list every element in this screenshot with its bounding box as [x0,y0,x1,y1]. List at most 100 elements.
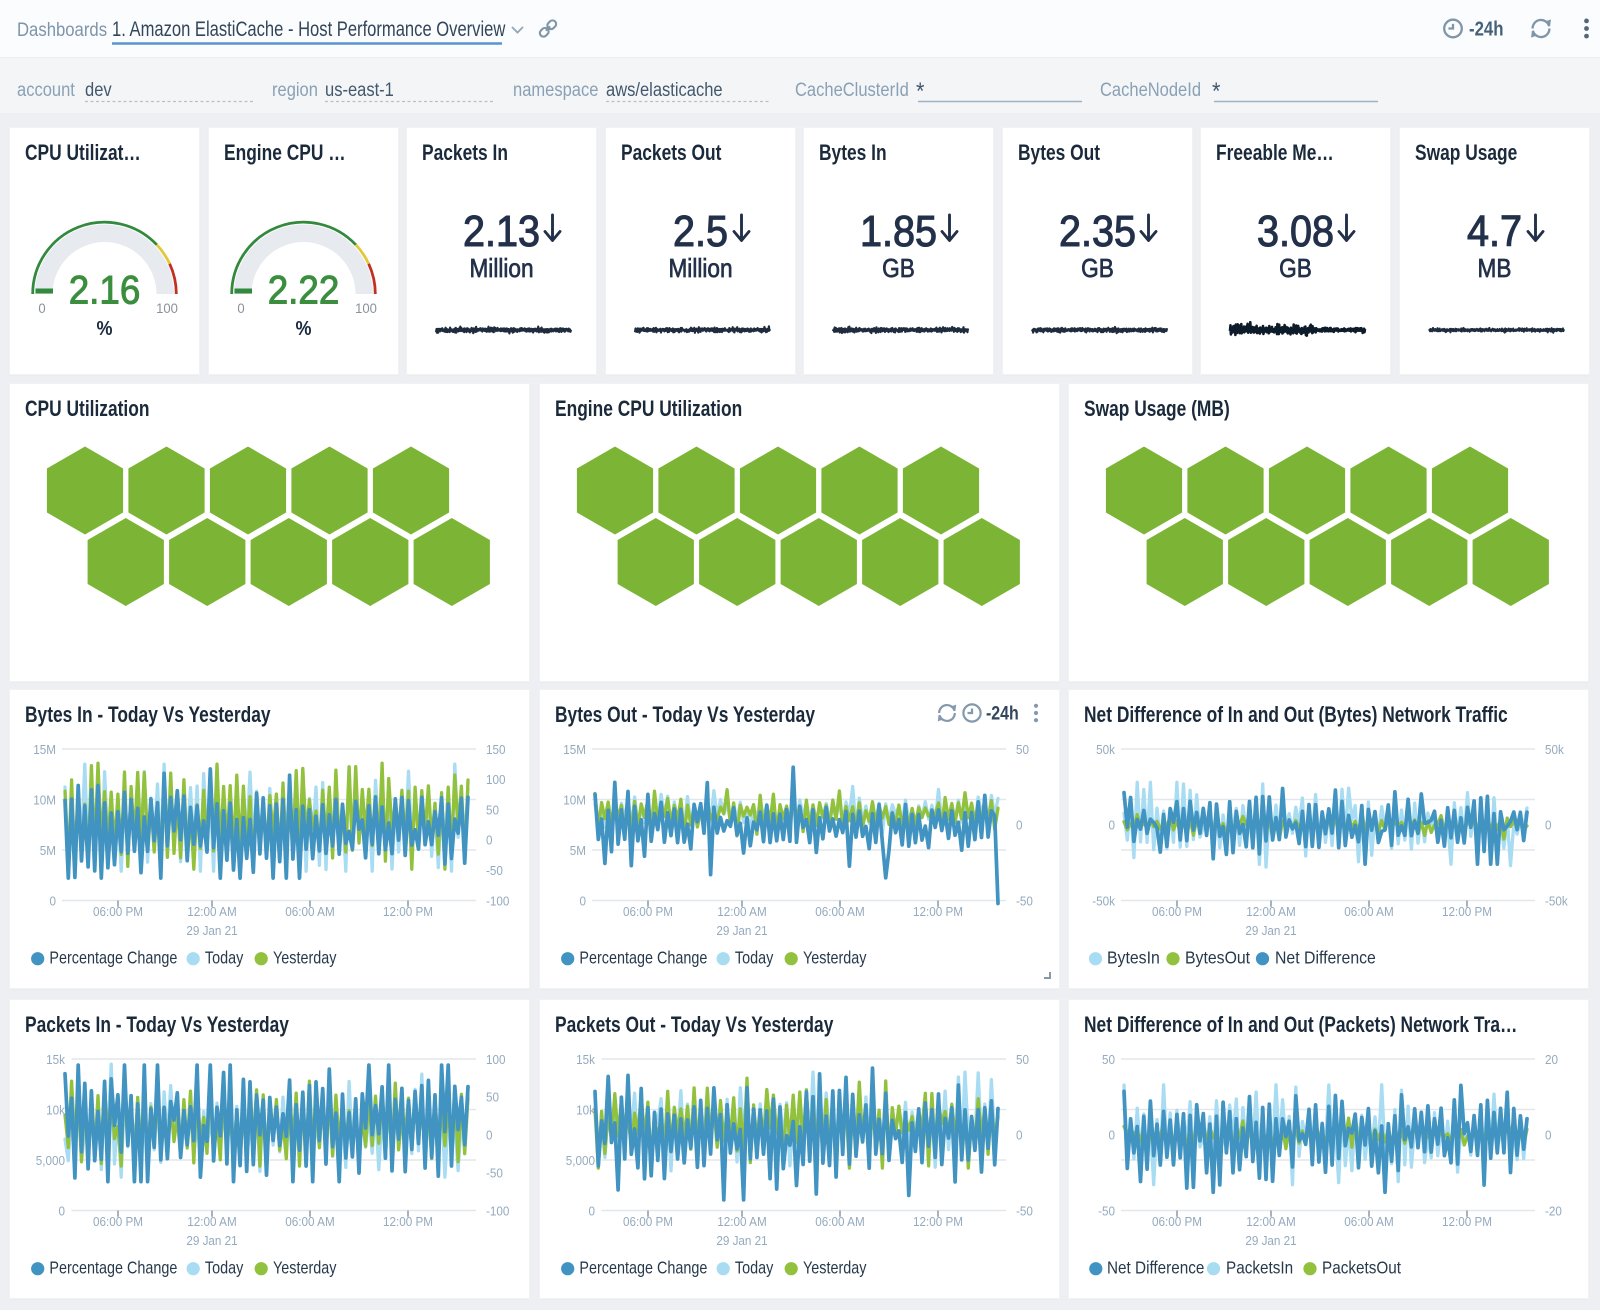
svg-text:-24h: -24h [986,702,1019,724]
svg-text:0: 0 [1108,1128,1115,1143]
svg-text:namespace: namespace [513,79,599,100]
svg-text:Engine CPU …: Engine CPU … [224,141,346,165]
svg-text:12:00 PM: 12:00 PM [913,1214,963,1229]
svg-text:50: 50 [1016,742,1029,757]
svg-text:0: 0 [237,301,244,316]
svg-text:06:00 AM: 06:00 AM [285,1214,334,1229]
svg-text:06:00 AM: 06:00 AM [1344,1214,1393,1229]
svg-text:12:00 AM: 12:00 AM [1246,1214,1295,1229]
svg-text:Today: Today [205,1258,244,1278]
svg-text:GB: GB [882,255,915,284]
svg-text:Yesterday: Yesterday [273,1258,337,1278]
svg-text:Packets Out: Packets Out [621,141,722,165]
svg-text:12:00 AM: 12:00 AM [717,904,766,919]
svg-text:Swap Usage (MB): Swap Usage (MB) [1084,397,1230,421]
svg-text:Packets Out - Today Vs Yesterd: Packets Out - Today Vs Yesterday [555,1013,833,1037]
svg-text:0: 0 [1545,1128,1552,1143]
svg-text:-100: -100 [486,894,510,909]
svg-text:06:00 AM: 06:00 AM [815,1214,864,1229]
svg-text:50: 50 [1102,1052,1115,1067]
svg-text:5,000: 5,000 [36,1153,65,1168]
svg-text:06:00 AM: 06:00 AM [285,904,334,919]
svg-text:Today: Today [205,948,244,968]
svg-text:Bytes In: Bytes In [819,141,887,165]
svg-text:Packets In - Today Vs Yesterda: Packets In - Today Vs Yesterday [25,1013,289,1037]
svg-text:100: 100 [156,301,178,316]
svg-text:12:00 PM: 12:00 PM [1442,1214,1492,1229]
svg-text:*: * [1212,77,1221,104]
svg-text:12:00 PM: 12:00 PM [1442,904,1492,919]
svg-text:15k: 15k [46,1052,66,1067]
svg-text:Net Difference of In and Out (: Net Difference of In and Out (Packets) N… [1084,1013,1517,1037]
svg-text:2.5: 2.5 [673,206,728,255]
svg-text:aws/elasticache: aws/elasticache [606,79,723,100]
svg-text:15M: 15M [33,742,56,757]
svg-text:Million: Million [469,255,533,284]
svg-text:CPU Utilizat…: CPU Utilizat… [25,141,141,165]
svg-text:Percentage Change: Percentage Change [49,1258,177,1278]
svg-text:0: 0 [38,301,45,316]
svg-text:12:00 AM: 12:00 AM [717,1214,766,1229]
svg-text:*: * [916,77,925,104]
svg-text:%: % [295,318,311,340]
svg-text:15k: 15k [576,1052,596,1067]
svg-text:-50k: -50k [1545,894,1569,909]
svg-text:MB: MB [1478,255,1512,284]
svg-text:-50: -50 [1016,1204,1033,1219]
svg-text:0: 0 [1545,818,1552,833]
svg-text:2.35: 2.35 [1059,206,1136,255]
svg-text:-50: -50 [486,1166,503,1181]
svg-text:1. Amazon ElastiCache - Host P: 1. Amazon ElastiCache - Host Performance… [112,18,506,41]
svg-text:29 Jan 21: 29 Jan 21 [1245,1233,1296,1248]
svg-text:Percentage Change: Percentage Change [579,948,707,968]
svg-text:Yesterday: Yesterday [803,948,867,968]
svg-text:Yesterday: Yesterday [803,1258,867,1278]
svg-text:Today: Today [735,948,774,968]
svg-text:5,000: 5,000 [566,1153,595,1168]
svg-text:06:00 PM: 06:00 PM [93,904,143,919]
svg-text:06:00 AM: 06:00 AM [815,904,864,919]
svg-text:50: 50 [1016,1052,1029,1067]
svg-text:10k: 10k [46,1103,66,1118]
svg-text:12:00 PM: 12:00 PM [383,1214,433,1229]
svg-text:Freeable Me…: Freeable Me… [1216,141,1334,165]
svg-text:12:00 PM: 12:00 PM [913,904,963,919]
svg-text:100: 100 [486,1052,506,1067]
svg-text:-50k: -50k [1092,894,1116,909]
svg-text:12:00 AM: 12:00 AM [187,1214,236,1229]
svg-text:2.22: 2.22 [268,268,340,313]
svg-text:-50: -50 [486,863,503,878]
svg-text:Net Difference: Net Difference [1275,948,1376,968]
svg-text:06:00 PM: 06:00 PM [623,1214,673,1229]
svg-text:2.13: 2.13 [463,206,540,255]
svg-text:PacketsIn: PacketsIn [1226,1257,1293,1277]
svg-text:Bytes Out: Bytes Out [1018,141,1100,165]
svg-text:Swap Usage: Swap Usage [1415,141,1517,165]
svg-text:GB: GB [1279,255,1312,284]
svg-text:29 Jan 21: 29 Jan 21 [1245,923,1296,938]
svg-text:account: account [17,79,75,100]
svg-text:10k: 10k [576,1103,596,1118]
svg-text:Net Difference of In and Out (: Net Difference of In and Out (Bytes) Net… [1084,703,1508,727]
svg-text:50k: 50k [1096,742,1116,757]
svg-text:29 Jan 21: 29 Jan 21 [716,1233,767,1248]
svg-text:0: 0 [579,894,586,909]
svg-text:Net Difference: Net Difference [1107,1257,1204,1277]
svg-text:Yesterday: Yesterday [273,948,337,968]
svg-text:Bytes In - Today Vs Yesterday: Bytes In - Today Vs Yesterday [25,703,271,727]
svg-text:29 Jan 21: 29 Jan 21 [186,1233,237,1248]
svg-text:Percentage Change: Percentage Change [49,948,177,968]
svg-text:0: 0 [49,894,56,909]
svg-text:06:00 PM: 06:00 PM [93,1214,143,1229]
svg-text:-100: -100 [486,1204,510,1219]
svg-text:Today: Today [735,1258,774,1278]
svg-text:GB: GB [1081,255,1114,284]
svg-text:0: 0 [1016,1128,1023,1143]
svg-text:5M: 5M [570,843,586,858]
svg-text:-24h: -24h [1469,17,1504,40]
svg-text:06:00 AM: 06:00 AM [1344,904,1393,919]
svg-text:Packets In: Packets In [422,141,508,165]
svg-text:BytesIn: BytesIn [1107,948,1160,968]
svg-text:2.16: 2.16 [69,268,141,313]
svg-text:50k: 50k [1545,742,1565,757]
